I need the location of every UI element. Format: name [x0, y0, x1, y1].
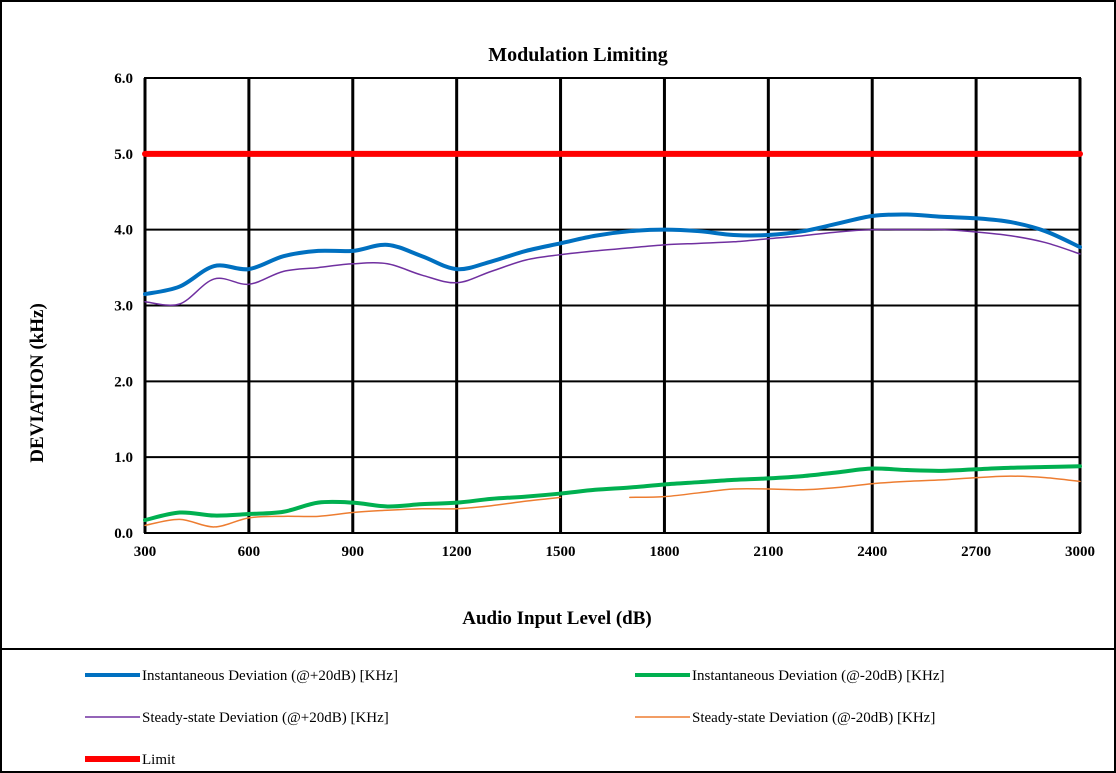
series-line — [629, 475, 1081, 499]
x-tick-label: 2100 — [753, 544, 783, 560]
y-axis-title: DEVIATION (kHz) — [27, 303, 48, 463]
y-tick-label: 2.0 — [114, 374, 133, 390]
legend-label: Instantaneous Deviation (@-20dB) [KHz] — [692, 668, 945, 684]
x-tick-label: 2700 — [961, 544, 991, 560]
legend-label: Instantaneous Deviation (@+20dB) [KHz] — [142, 668, 398, 684]
legend-label: Steady-state Deviation (@-20dB) [KHz] — [692, 710, 935, 726]
x-tick-label: 1200 — [442, 544, 472, 560]
x-tick-label: 2400 — [857, 544, 887, 560]
x-tick-label: 3000 — [1065, 544, 1095, 560]
series-1 — [143, 464, 1082, 523]
chart-title: Modulation Limiting — [488, 44, 667, 66]
y-tick-label: 1.0 — [114, 450, 133, 466]
legend-item: Steady-state Deviation (@+20dB) [KHz] — [85, 710, 389, 726]
x-tick-label: 1800 — [649, 544, 679, 560]
legend-item: Steady-state Deviation (@-20dB) [KHz] — [635, 710, 935, 726]
series-3 — [144, 475, 1081, 528]
y-tick-label: 6.0 — [114, 71, 133, 87]
x-tick-label: 300 — [134, 544, 157, 560]
y-tick-label: 5.0 — [114, 147, 133, 163]
x-axis-title: Audio Input Level (dB) — [462, 608, 652, 629]
x-tick-label: 600 — [238, 544, 261, 560]
series-lines — [142, 150, 1083, 528]
y-tick-label: 4.0 — [114, 223, 133, 239]
plot-area — [144, 77, 1081, 534]
y-tick-label: 0.0 — [114, 526, 133, 542]
x-tick-label: 900 — [342, 544, 365, 560]
legend-item: Instantaneous Deviation (@-20dB) [KHz] — [635, 668, 945, 684]
legend-item: Limit — [85, 752, 176, 768]
series-2 — [144, 228, 1081, 307]
y-tick-label: 3.0 — [114, 299, 133, 315]
legend-item: Instantaneous Deviation (@+20dB) [KHz] — [85, 668, 398, 684]
legend: Instantaneous Deviation (@+20dB) [KHz] In… — [85, 668, 945, 768]
series-line — [143, 464, 1082, 523]
series-line — [144, 228, 1081, 307]
x-tick-label: 1500 — [546, 544, 576, 560]
tick-labels: 0.0 1.0 2.0 3.0 4.0 5.0 6.0 300 600 900 1200 1500 18… — [114, 71, 1095, 560]
series-line — [143, 212, 1082, 297]
legend-label: Steady-state Deviation (@+20dB) [KHz] — [142, 710, 389, 726]
legend-label: Limit — [142, 752, 176, 768]
series-0 — [143, 212, 1082, 297]
series-line — [144, 496, 562, 528]
